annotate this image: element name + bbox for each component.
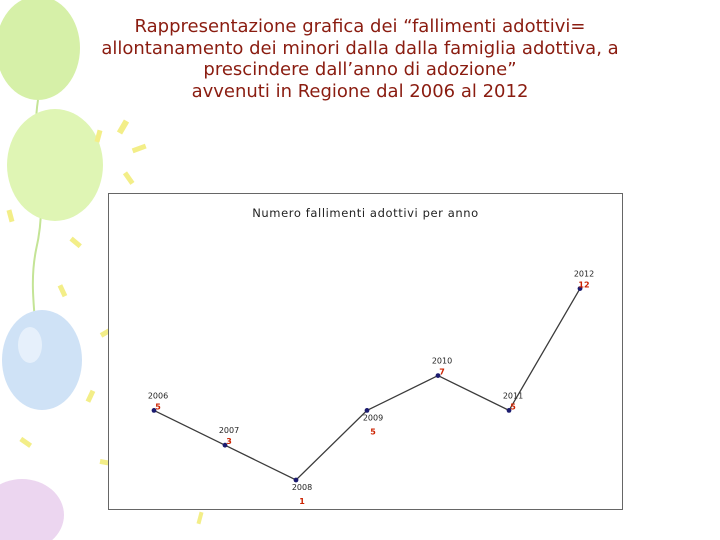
- year-label: 2007: [219, 426, 239, 435]
- year-label: 2008: [292, 483, 312, 492]
- value-label: 1: [299, 497, 305, 506]
- value-label: 5: [370, 427, 376, 436]
- year-label: 2006: [148, 391, 168, 400]
- line-chart: 2006 5 2007 3 2008 1 2009 5 2010 7 2011 5 2012 12: [148, 270, 594, 506]
- year-label: 2010: [432, 357, 452, 366]
- data-point: [293, 477, 299, 483]
- year-label: 2009: [363, 413, 383, 422]
- data-point: [435, 373, 441, 378]
- year-label: 2011: [503, 391, 523, 400]
- confetti: [6, 119, 204, 525]
- slide-title: Rappresentazione grafica dei “fallimenti…: [40, 16, 680, 102]
- chart-frame: Numero fallimenti adottivi per anno 2006…: [108, 193, 623, 510]
- data-point: [151, 408, 157, 413]
- pink-balloon: [0, 479, 64, 540]
- data-point: [577, 286, 583, 291]
- value-label: 12: [578, 281, 589, 290]
- value-label: 7: [439, 368, 445, 377]
- slide-title-line: avvenuti in Regione dal 2006 al 2012: [191, 80, 529, 102]
- value-label: 5: [155, 402, 161, 411]
- data-point: [506, 408, 512, 413]
- green-balloon-2: [7, 109, 103, 221]
- chart-title: Numero fallimenti adottivi per anno: [252, 206, 479, 220]
- value-label: 5: [510, 402, 516, 411]
- series-line: [153, 288, 581, 481]
- blue-balloon: [2, 310, 82, 410]
- slide-title-line: allontanamento dei minori dalla dalla fa…: [101, 37, 619, 59]
- data-point: [222, 442, 228, 448]
- year-label: 2012: [574, 270, 594, 279]
- slide-title-line: Rappresentazione grafica dei “fallimenti…: [134, 16, 586, 37]
- value-label: 3: [226, 437, 232, 446]
- slide-title-line: prescindere dall’anno di adozione”: [203, 59, 517, 80]
- data-point: [364, 408, 370, 413]
